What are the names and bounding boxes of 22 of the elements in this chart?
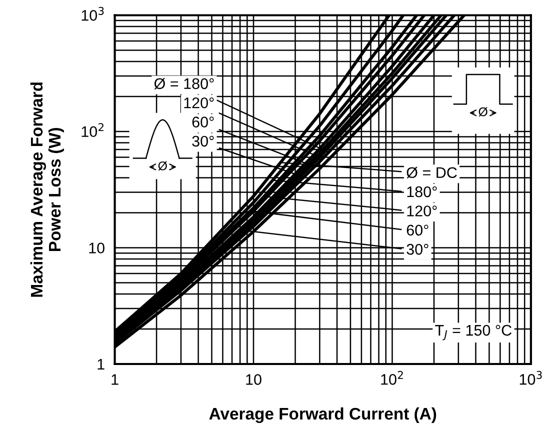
annotation: Ø xyxy=(158,161,168,171)
annotation: Ø = 180° xyxy=(154,78,214,90)
annotation: 30° xyxy=(192,136,214,147)
annotation: 120° xyxy=(184,97,214,108)
x-tick-label: 10$^{2}$ xyxy=(381,370,403,385)
y-tick-label: 10 xyxy=(89,242,104,254)
x-tick-label: 1 xyxy=(112,374,118,385)
annotation: 120° xyxy=(407,206,437,216)
y-tick-label: 1 xyxy=(98,359,104,370)
annotation: T$_{J}$ = 150 °C xyxy=(435,324,512,340)
x-tick-label: 10 xyxy=(246,374,262,385)
annotation: Ø xyxy=(478,107,488,116)
y-axis-title: Maximum Average Forward Power Loss (W) xyxy=(30,82,64,297)
annotation: 60° xyxy=(192,116,214,128)
annotation: Ø = DC xyxy=(406,166,457,178)
annotation: 60° xyxy=(406,224,428,236)
y-tick-label: 10$^{3}$ xyxy=(82,6,104,21)
annotation: 30° xyxy=(406,244,428,255)
y-tick-label: 10$^{2}$ xyxy=(82,123,104,138)
x-tick-label: 10$^{3}$ xyxy=(520,370,542,385)
annotation: 180° xyxy=(407,186,437,198)
x-axis-title: Average Forward Current (A) xyxy=(209,407,436,424)
